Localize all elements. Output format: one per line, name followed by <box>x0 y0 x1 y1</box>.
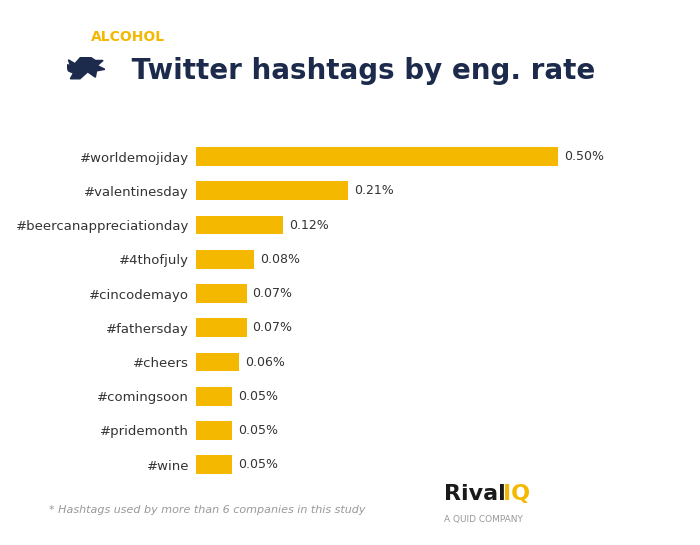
Bar <box>196 455 232 474</box>
Text: ALCOHOL: ALCOHOL <box>91 30 165 44</box>
Text: A QUID COMPANY: A QUID COMPANY <box>444 515 524 524</box>
Text: 0.12%: 0.12% <box>288 219 328 232</box>
Text: Twitter hashtags by eng. rate: Twitter hashtags by eng. rate <box>122 57 596 85</box>
Bar <box>196 387 232 405</box>
Text: * Hashtags used by more than 6 companies in this study: * Hashtags used by more than 6 companies… <box>49 505 365 515</box>
Bar <box>196 353 239 372</box>
Bar <box>196 284 246 303</box>
Text: 0.07%: 0.07% <box>253 321 293 334</box>
Text: 0.05%: 0.05% <box>238 424 278 437</box>
Text: 0.05%: 0.05% <box>238 458 278 471</box>
Text: 0.07%: 0.07% <box>253 287 293 300</box>
Bar <box>196 216 283 234</box>
Text: 0.06%: 0.06% <box>245 355 285 368</box>
Text: 0.21%: 0.21% <box>354 184 393 197</box>
Polygon shape <box>66 57 105 79</box>
Bar <box>196 147 558 166</box>
Bar <box>196 318 246 337</box>
Text: Rival: Rival <box>444 484 506 504</box>
Text: 0.05%: 0.05% <box>238 390 278 403</box>
Bar <box>196 421 232 440</box>
Bar <box>196 181 348 200</box>
Text: 0.50%: 0.50% <box>564 150 604 163</box>
Bar <box>196 250 254 269</box>
Text: 0.08%: 0.08% <box>260 253 300 266</box>
Text: IQ: IQ <box>503 484 530 504</box>
